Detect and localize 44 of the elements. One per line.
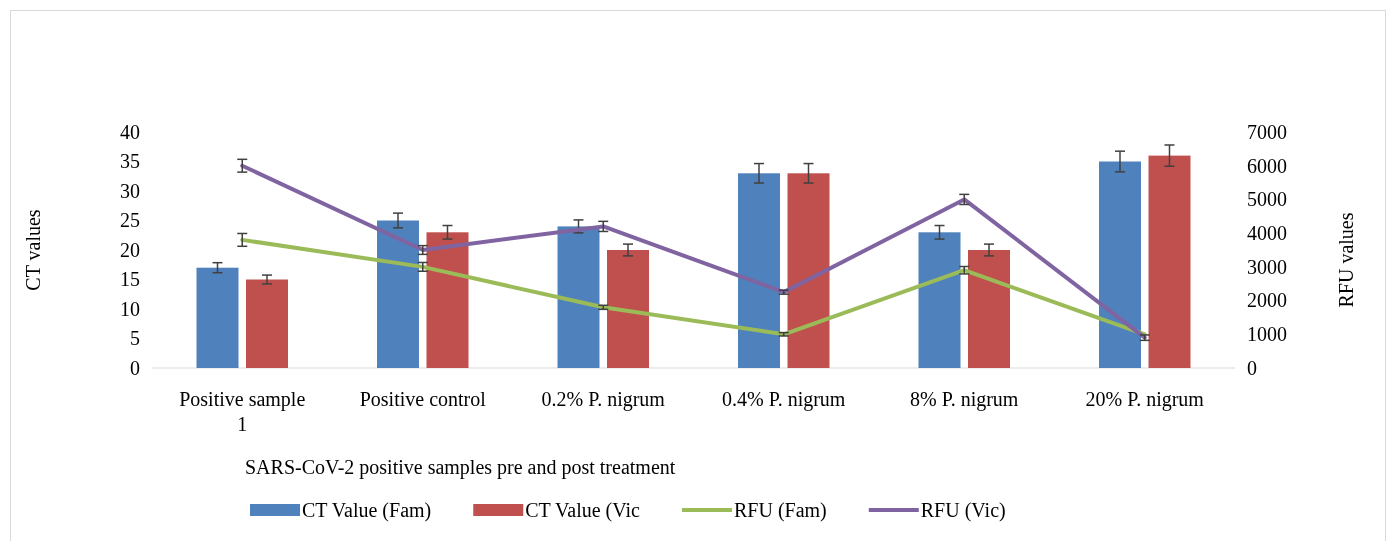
line-series xyxy=(240,163,1147,340)
legend-label: CT Value (Fam) xyxy=(302,499,432,522)
legend-label: CT Value (Vic xyxy=(525,499,641,522)
bar xyxy=(1148,155,1191,368)
x-tick-label: Positive control xyxy=(359,388,487,410)
x-tick-label: 20% P. nigrum xyxy=(1085,388,1205,411)
bar xyxy=(377,220,419,368)
bar xyxy=(787,173,830,368)
y2-tick-label: 7000 xyxy=(1247,120,1287,143)
legend-label: RFU (Vic) xyxy=(920,499,1006,522)
x-tick-label: Positive sample 1 xyxy=(179,388,306,435)
bar xyxy=(426,232,469,368)
legend-label: RFU (Fam) xyxy=(733,499,827,522)
x-tick-label: 0.4% P. nigrum xyxy=(722,388,846,411)
y-tick-label: 20 xyxy=(120,238,140,261)
bar xyxy=(196,267,239,368)
y-tick-label: 10 xyxy=(120,297,140,320)
y2-tick-label: 6000 xyxy=(1247,154,1287,177)
y2-tick-label: 3000 xyxy=(1247,255,1287,278)
y2-tick-label: 2000 xyxy=(1247,289,1287,312)
line-series xyxy=(240,237,1147,337)
bar xyxy=(968,250,1010,368)
bar xyxy=(1099,161,1141,368)
y-axis-title: CT values xyxy=(22,209,44,291)
y-tick-label: 0 xyxy=(130,356,140,379)
bar xyxy=(557,226,600,368)
bar xyxy=(738,173,780,368)
y2-tick-label: 1000 xyxy=(1247,323,1287,346)
y-tick-label: 5 xyxy=(130,327,140,350)
y-tick-label: 40 xyxy=(120,120,140,143)
bar xyxy=(607,250,649,368)
x-tick-label: 8% P. nigrum xyxy=(910,388,1019,411)
bar xyxy=(246,279,288,368)
x-tick-label: 0.2% P. nigrum xyxy=(541,388,666,411)
y-tick-label: 25 xyxy=(120,209,140,232)
y2-tick-label: 0 xyxy=(1247,356,1257,379)
y2-tick-label: 4000 xyxy=(1247,222,1287,245)
bar xyxy=(918,232,961,368)
y2-tick-label: 5000 xyxy=(1247,188,1287,211)
x-axis-title: SARS-CoV-2 positive samples pre and post treatment xyxy=(245,456,676,479)
y2-axis-title: RFU values xyxy=(1335,212,1357,308)
y-tick-label: 35 xyxy=(120,150,140,173)
y-tick-label: 30 xyxy=(120,179,140,202)
y-tick-label: 15 xyxy=(120,268,140,291)
